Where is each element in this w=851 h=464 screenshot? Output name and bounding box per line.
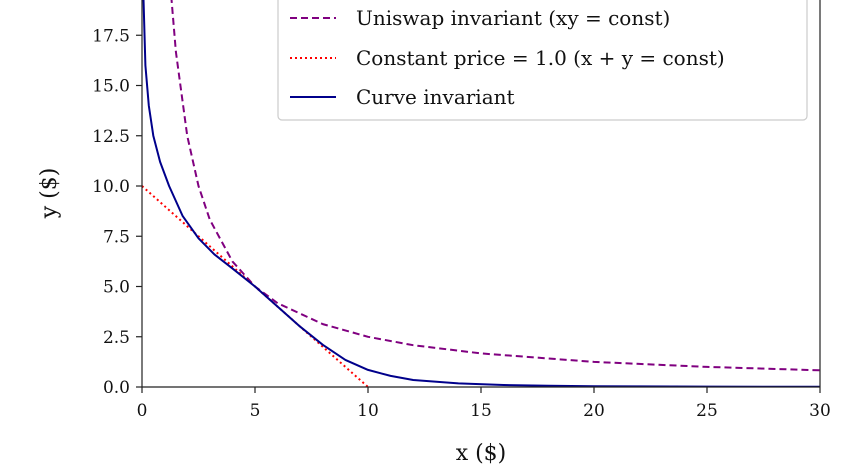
- y-tick-label: 7.5: [103, 227, 130, 247]
- legend-box: [277, 0, 808, 121]
- y-tick-label: 10.0: [92, 177, 130, 197]
- y-axis-ticks: 0.0 2.5 5.0 7.5 10.0 12.5 15.0 17.5: [92, 26, 142, 398]
- x-tick-label: 10: [357, 401, 379, 421]
- uniswap-invariant-line: [170, 0, 820, 372]
- y-tick-label: 15.0: [92, 77, 130, 97]
- y-tick-label: 5.0: [103, 278, 130, 298]
- legend: Uniswap invariant (xy = const) Constant …: [277, 0, 808, 121]
- x-tick-label: 20: [583, 401, 605, 421]
- x-tick-label: 0: [137, 401, 148, 421]
- series-group: [142, 0, 820, 387]
- y-axis-label: y ($): [37, 168, 62, 220]
- legend-label-curve: Curve invariant: [356, 85, 515, 109]
- x-axis-label: x ($): [456, 441, 507, 464]
- legend-label-uniswap: Uniswap invariant (xy = const): [356, 6, 670, 30]
- legend-label-constant-price: Constant price = 1.0 (x + y = const): [356, 46, 725, 70]
- y-tick-label: 12.5: [92, 127, 130, 147]
- y-tick-label: 0.0: [103, 378, 130, 398]
- x-tick-label: 30: [809, 401, 831, 421]
- x-tick-label: 15: [470, 401, 492, 421]
- x-axis-ticks: 0 5 10 15 20 25 30: [137, 387, 831, 421]
- y-tick-label: 2.5: [103, 328, 130, 348]
- x-tick-label: 5: [250, 401, 261, 421]
- curve-invariant-line: [142, 0, 820, 387]
- y-tick-label: 17.5: [92, 26, 130, 46]
- x-tick-label: 25: [696, 401, 718, 421]
